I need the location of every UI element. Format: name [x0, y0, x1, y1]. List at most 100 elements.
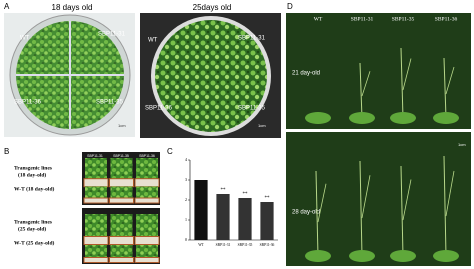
pot: [109, 178, 134, 188]
foliage: [136, 245, 158, 258]
panel-label: A: [4, 2, 10, 11]
stem: [315, 170, 319, 257]
column-label: SBP11-31: [87, 154, 103, 158]
row-label: Transgenic lines: [14, 165, 52, 171]
column-label: WT: [314, 16, 323, 22]
line-label: SBP11-35: [96, 100, 124, 106]
stem: [445, 66, 455, 95]
pot: [83, 197, 109, 204]
rosette: [349, 112, 375, 124]
stem: [361, 71, 371, 97]
bar: [216, 194, 230, 240]
y-tick-label: 4: [185, 157, 187, 162]
panel-label: B: [4, 147, 9, 156]
significance: **: [265, 196, 271, 201]
plate-title: 25days old: [193, 3, 232, 12]
foliage: [136, 158, 158, 179]
column-label: SBP11-36: [139, 154, 155, 158]
pot: [83, 178, 109, 188]
line-label: WT: [148, 38, 158, 44]
line-label: SBP11-36: [145, 106, 173, 112]
rosette: [305, 112, 331, 124]
foliage: [136, 214, 158, 237]
stem: [402, 58, 412, 91]
y-tick-label: 0: [185, 237, 187, 242]
line-label: SBP11-36: [14, 100, 42, 106]
pot: [83, 257, 109, 263]
x-tick-label: SBP11-35: [238, 243, 253, 247]
rosette: [433, 112, 459, 124]
rosette: [433, 250, 459, 262]
age-label: 28 day-old: [292, 210, 320, 216]
pot: [134, 236, 160, 245]
stem: [359, 62, 363, 119]
rosette: [390, 112, 416, 124]
stem: [400, 165, 404, 257]
line-label: SBP11-35: [238, 106, 266, 112]
pot: [134, 178, 160, 188]
stem: [445, 170, 455, 217]
foliage: [110, 186, 133, 199]
panel-label: C: [167, 147, 173, 156]
stem: [443, 57, 447, 119]
rosette: [305, 250, 331, 262]
stem: [443, 155, 447, 257]
line-label: SBP11-31: [238, 36, 266, 42]
pot: [134, 197, 160, 204]
row-label: (18 day-old): [18, 171, 46, 178]
row-label: W-T (25 day-old): [14, 239, 55, 246]
column-label: SBP11-31: [351, 16, 374, 22]
significance: **: [221, 188, 227, 193]
photo: [286, 13, 471, 129]
row-label: (25 day-old): [18, 225, 46, 232]
stem: [400, 47, 404, 119]
rosette: [390, 250, 416, 262]
scale-label: 1cm: [458, 142, 466, 147]
x-tick-label: WT: [198, 243, 204, 247]
bar: [194, 180, 208, 240]
y-tick-label: 3: [185, 177, 187, 182]
bar-chart: 0 1 2 3 4 WT ** SBP11-31 ** SBP11-35 ** SBP11-36: [185, 157, 278, 247]
pot: [134, 257, 160, 263]
pot: [109, 236, 134, 245]
row-label: W-T (18 day-old): [14, 185, 55, 192]
foliage: [85, 245, 107, 258]
panel-label: D: [287, 2, 293, 11]
x-tick-label: SBP11-36: [260, 243, 275, 247]
bar: [260, 202, 274, 240]
stem: [317, 183, 327, 223]
age-label: 21 day-old: [292, 71, 320, 77]
column-label: SBP11-35: [113, 154, 129, 158]
pot: [109, 197, 134, 204]
foliage: [85, 186, 107, 199]
column-label: SBP11-36: [435, 16, 458, 22]
foliage: [85, 214, 107, 237]
foliage: [110, 214, 133, 237]
pot: [83, 236, 109, 245]
significance: **: [243, 192, 249, 197]
rosette: [349, 250, 375, 262]
plate-title: 18 days old: [52, 3, 93, 12]
foliage: [85, 158, 107, 179]
column-label: SBP11-35: [392, 16, 415, 22]
stem: [359, 160, 363, 257]
pot: [109, 257, 134, 263]
scale-label: 1cm: [258, 123, 266, 128]
foliage: [110, 158, 133, 179]
y-tick-label: 1: [185, 217, 187, 222]
x-tick-label: SBP11-31: [216, 243, 231, 247]
seedlings: [155, 20, 267, 132]
scale-label: 1cm: [118, 123, 126, 128]
line-label: SBP11-31: [98, 32, 126, 38]
row-label: Transgenic lines: [14, 219, 52, 225]
stem: [361, 175, 371, 219]
pots: [83, 158, 160, 263]
foliage: [136, 186, 158, 199]
plants: [305, 47, 459, 262]
foliage: [110, 245, 133, 258]
line-label: WT: [20, 36, 30, 42]
bar: [238, 198, 252, 240]
stem: [402, 179, 412, 221]
photo: [286, 132, 471, 266]
